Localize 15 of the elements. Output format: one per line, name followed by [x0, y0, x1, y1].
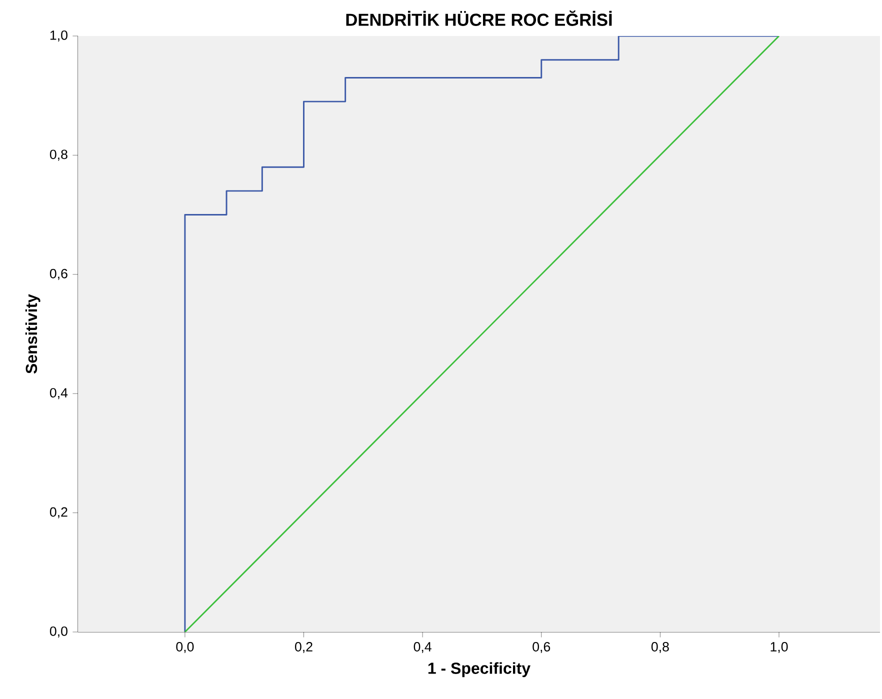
x-tick-label: 0,0 — [176, 642, 194, 654]
x-axis-title: 1 - Specificity — [428, 662, 530, 678]
y-tick-label: 1,0 — [50, 30, 68, 42]
y-tick-label: 0,6 — [50, 268, 68, 280]
x-tick-label: 0,4 — [414, 642, 432, 654]
y-tick-label: 0,4 — [50, 388, 68, 400]
x-tick-label: 0,2 — [295, 642, 312, 654]
x-tick-label: 0,8 — [651, 642, 669, 654]
y-axis-title: Sensitivity — [25, 294, 40, 374]
y-tick-label: 0,0 — [50, 626, 68, 638]
x-tick-label: 1,0 — [770, 642, 788, 654]
y-tick-label: 0,2 — [50, 507, 68, 518]
chart-title: DENDRİTİK HÜCRE ROC EĞRİSİ — [346, 10, 612, 26]
y-tick-label: 0,8 — [50, 150, 68, 161]
x-tick-label: 0,6 — [532, 642, 550, 654]
